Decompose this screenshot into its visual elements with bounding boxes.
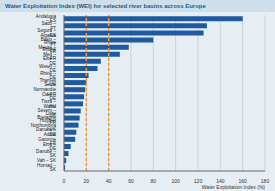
svg-text:Tisza –HU: Tisza –HU: [41, 99, 56, 109]
svg-text:20: 20: [84, 178, 90, 184]
svg-text:RhoneMed –FR: RhoneMed –FR: [42, 47, 56, 61]
svg-text:40: 40: [106, 178, 112, 184]
svg-text:0: 0: [63, 178, 66, 184]
svg-text:HumberNorthumbria– UK: HumberNorthumbria– UK: [31, 118, 57, 132]
svg-text:100: 100: [171, 178, 180, 184]
svg-text:120: 120: [194, 178, 203, 184]
svg-text:60: 60: [128, 178, 134, 184]
svg-text:AdourGaronne– FR: AdourGaronne– FR: [38, 132, 57, 146]
svg-text:160: 160: [238, 178, 247, 184]
svg-text:SeineNormandie– FR: SeineNormandie– FR: [34, 82, 57, 96]
svg-text:Danube –SK: Danube –SK: [36, 149, 57, 159]
svg-text:140: 140: [216, 178, 225, 184]
svg-text:Danube –DE: Danube –DE: [36, 127, 56, 137]
svg-text:80: 80: [151, 178, 157, 184]
svg-text:Water Exploitation Index (%): Water Exploitation Index (%): [202, 184, 266, 190]
svg-text:Hornad –SK: Hornad –SK: [37, 163, 57, 173]
svg-text:180: 180: [261, 178, 267, 184]
svg-text:Segura –ES: Segura –ES: [37, 28, 56, 38]
svg-text:Thames– UK: Thames– UK: [39, 78, 57, 88]
